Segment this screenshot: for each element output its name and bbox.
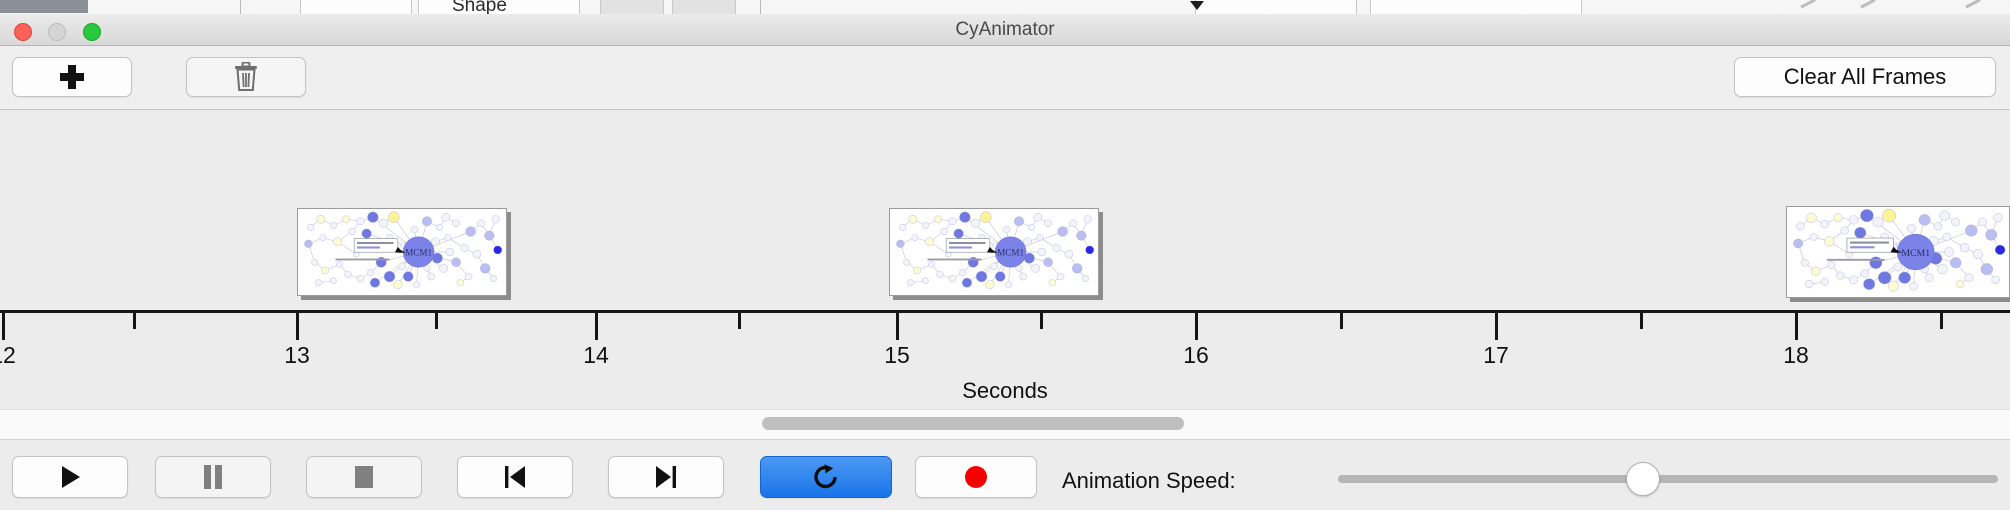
background-titlebar-chip [0,0,88,13]
horizontal-scrollbar-thumb[interactable] [762,417,1184,430]
pause-button[interactable] [155,456,271,498]
ruler-tick-16 [1195,313,1198,340]
background-chip-f [1370,0,1582,14]
play-icon [62,466,80,488]
ruler-tick-minor-1 [133,313,136,329]
frame-thumbnail-1[interactable]: MCM1 [297,208,511,300]
horizontal-scrollbar[interactable] [0,409,2010,440]
svg-text:MCM1: MCM1 [997,248,1024,258]
background-chip-d [672,0,736,14]
ruler-tick-13 [296,313,299,340]
background-marker-icon [1190,1,1204,10]
frame-list: MCM1 MCM1 MCM1 [0,110,2010,316]
ruler-tick-label-15: 15 [884,342,910,368]
skip-forward-icon [656,466,676,488]
background-window-strip: Shape [0,0,2010,15]
minimize-button[interactable] [48,23,66,41]
background-slash-1-icon [1800,0,1816,9]
ruler-baseline [0,310,2010,313]
background-chip-a [300,0,412,14]
ruler-tick-label-18: 18 [1783,342,1809,368]
pause-icon [204,465,222,489]
frame-image: MCM1 [1786,206,2010,298]
stop-icon [355,466,373,488]
ruler-tick-minor-11 [1640,313,1643,329]
background-slash-3-icon [1965,0,1981,9]
window-titlebar: CyAnimator [0,14,2010,46]
background-chip-c [600,0,664,14]
network-thumbnail-graph: MCM1 [304,211,503,290]
record-button[interactable] [915,456,1037,498]
slider-thumb[interactable] [1626,462,1660,496]
ruler-tick-minor-9 [1340,313,1343,329]
ruler-tick-label-14: 14 [583,342,609,368]
background-slash-2-icon [1860,0,1876,9]
plus-icon [59,64,85,90]
ruler-tick-minor-7 [1040,313,1043,329]
background-chip-b [418,0,580,14]
ruler-tick-17 [1495,313,1498,340]
ruler-axis-title: Seconds [962,378,1048,403]
ruler-tick-15 [896,313,899,340]
ruler-tick-label-13: 13 [284,342,310,368]
frame-thumbnail-2[interactable]: MCM1 [889,208,1103,300]
network-thumbnail-graph: MCM1 [896,211,1095,290]
slider-track[interactable] [1338,475,1998,483]
ruler-tick-18 [1795,313,1798,340]
frame-image: MCM1 [297,208,507,296]
transport-bar: Animation Speed: [0,440,2010,510]
skip-to-start-button[interactable] [457,456,573,498]
record-icon [965,466,987,488]
add-frame-button[interactable] [12,57,132,97]
svg-text:MCM1: MCM1 [405,248,432,258]
window-title: CyAnimator [955,19,1055,40]
timeline-frames-area[interactable]: MCM1 MCM1 MCM1 [0,110,2010,316]
play-button[interactable] [12,456,128,498]
clear-all-frames-button[interactable]: Clear All Frames [1734,57,1996,97]
svg-text:MCM1: MCM1 [1901,248,1930,259]
background-chip-e [1195,0,1357,14]
frame-image: MCM1 [889,208,1099,296]
skip-to-end-button[interactable] [608,456,724,498]
stop-button[interactable] [306,456,422,498]
background-window-label: Shape [452,0,507,15]
background-divider-1 [240,0,241,14]
loop-icon [814,464,837,489]
ruler-tick-minor-5 [738,313,741,329]
close-button[interactable] [14,23,32,41]
ruler-tick-label-16: 16 [1183,342,1209,368]
network-thumbnail-graph: MCM1 [1793,208,2006,292]
ruler-tick-minor-3 [435,313,438,329]
ruler-tick-label-12: 12 [0,342,16,368]
skip-back-icon [505,466,525,488]
frame-toolbar: Clear All Frames [0,46,2010,110]
timeline-ruler[interactable]: 12 13 14 15 16 17 18 Seconds [0,310,2010,408]
ruler-tick-label-17: 17 [1483,342,1509,368]
zoom-button[interactable] [83,23,101,41]
ruler-tick-minor-13 [1940,313,1943,329]
ruler-tick-12 [2,313,5,340]
ruler-tick-14 [595,313,598,340]
loop-button[interactable] [760,456,892,498]
trash-icon [235,62,257,91]
delete-frame-button[interactable] [186,57,306,97]
background-divider-2 [760,0,761,14]
animation-speed-slider[interactable] [1338,462,1998,496]
frame-thumbnail-3[interactable]: MCM1 [1786,206,2010,302]
animation-speed-label: Animation Speed: [1062,468,1236,493]
